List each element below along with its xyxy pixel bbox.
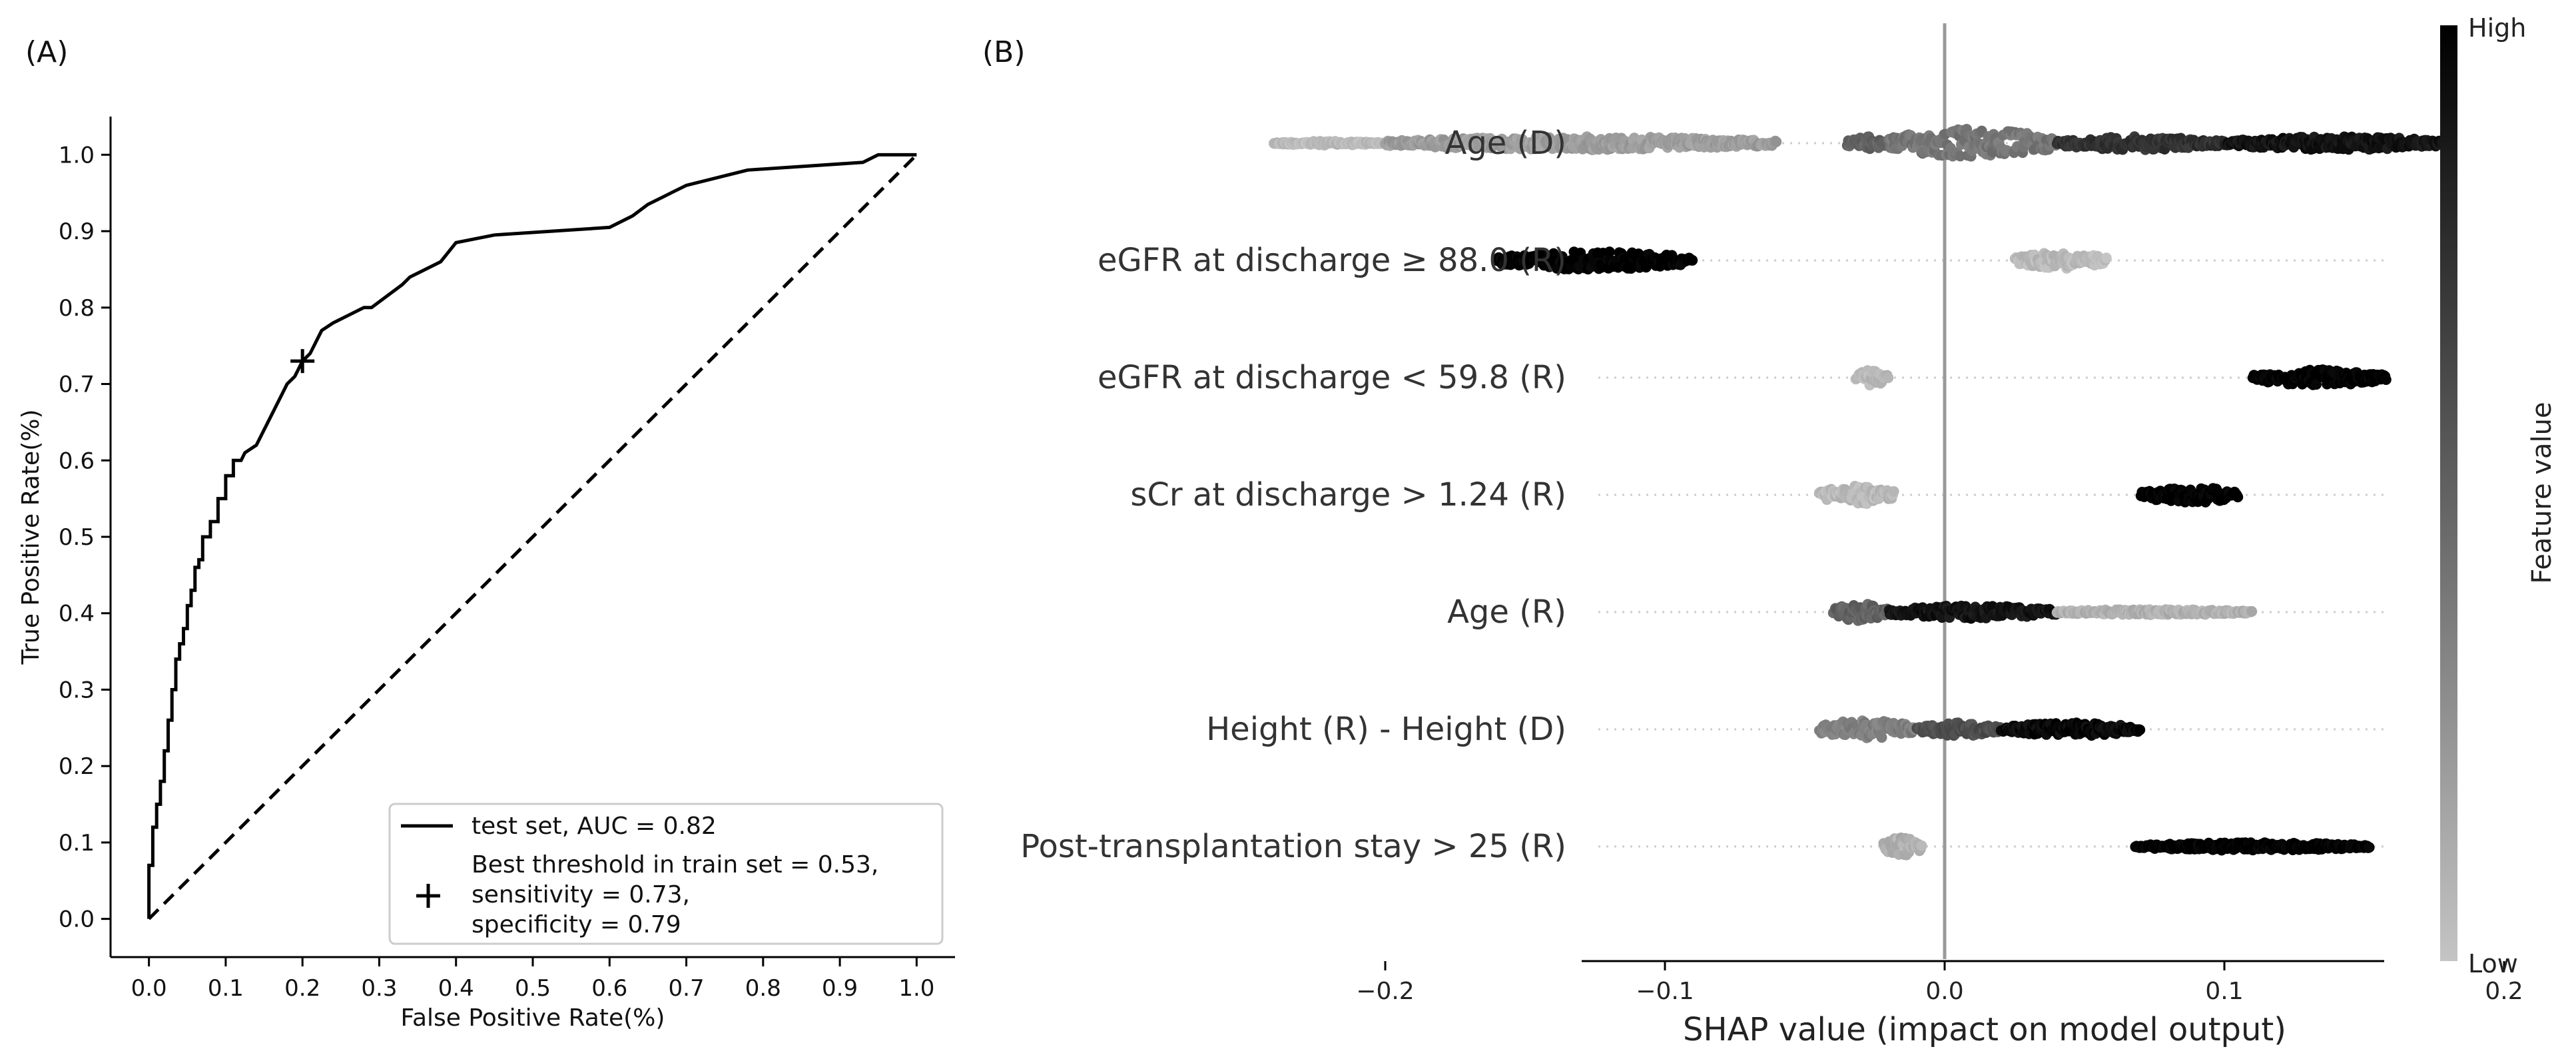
shap-x-tick-label: −0.1	[1636, 978, 1694, 1005]
shap-row-gridlines	[1598, 142, 2384, 848]
roc-y-tick-label: 0.5	[59, 524, 95, 551]
colorbar-gradient	[2440, 25, 2457, 961]
panel-b-label: (B)	[982, 35, 1026, 69]
shap-feature-labels: Age (D) eGFR at discharge ≥ 88.0 (R) eGFR …	[1020, 125, 1566, 865]
roc-y-tick-label: 0.7	[59, 372, 95, 398]
shap-feature-label: eGFR at discharge < 59.8 (R)	[1098, 359, 1566, 396]
shap-point	[1916, 840, 1927, 851]
panel-b: (B) Age (D) eGFR at discharge ≥ 88.0 (R) e…	[982, 13, 2557, 1048]
roc-y-tick-label: 0.4	[59, 601, 95, 627]
roc-x-tick-label: 1.0	[898, 975, 934, 1002]
roc-x-tick-label: 0.5	[515, 975, 551, 1002]
shap-ticks: −0.2−0.10.00.10.20.3	[1356, 961, 2523, 1005]
shap-point	[1888, 486, 1899, 497]
shap-feature-label: Age (D)	[1445, 125, 1566, 162]
shap-point	[1604, 246, 1615, 258]
roc-y-tick-label: 0.6	[59, 448, 95, 474]
shap-point	[2364, 842, 2375, 853]
chance-line	[147, 153, 918, 920]
roc-x-tick-label: 0.1	[208, 975, 244, 1002]
shap-feature-label: Height (R) - Height (D)	[1206, 711, 1566, 748]
roc-y-axis-label: True Positive Rate(%)	[17, 410, 45, 665]
panel-a: (A) 0.0 0.1 0.2 0.3 0.4 0.5 0.6 0.7 0.8 0.9 1.00.0…	[17, 35, 955, 1032]
legend-entry-threshold-line3: specificity = 0.79	[472, 911, 681, 938]
colorbar-title: Feature value	[2527, 402, 2557, 583]
legend-box	[388, 803, 944, 945]
shap-x-tick-label: 0.1	[2205, 978, 2243, 1005]
shap-feature-label: Age (R)	[1447, 593, 1566, 631]
roc-y-tick-label: 0.2	[59, 753, 95, 780]
shap-point	[1771, 136, 1782, 147]
roc-x-tick-label: 0.9	[822, 975, 858, 1002]
shap-x-tick-label: 0.0	[1925, 978, 1963, 1005]
shap-feature-label: eGFR at discharge ≥ 88.0 (R)	[1098, 242, 1566, 279]
roc-y-tick-label: 1.0	[59, 142, 95, 169]
roc-y-tick-label: 0.3	[59, 677, 95, 703]
shap-x-axis-label: SHAP value (impact on model output)	[1683, 1011, 2286, 1048]
legend-entry-roc: test set, AUC = 0.82	[472, 813, 717, 840]
shap-point	[1876, 732, 1887, 743]
shap-x-tick-label: −0.2	[1356, 978, 1414, 1005]
roc-x-tick-label: 0.3	[361, 975, 397, 1002]
legend-entry-threshold-line2: sensitivity = 0.73,	[472, 881, 690, 908]
roc-y-tick-label: 0.0	[59, 906, 95, 933]
panel-a-label: (A)	[25, 35, 68, 69]
colorbar: High Low Feature value	[2440, 13, 2557, 978]
shap-point	[1883, 372, 1894, 384]
shap-point	[2380, 374, 2392, 385]
colorbar-high-label: High	[2468, 13, 2526, 43]
roc-y-tick-label: 0.9	[59, 218, 95, 245]
colorbar-low-label: Low	[2468, 949, 2518, 978]
shap-point	[2311, 379, 2322, 390]
roc-x-tick-label: 0.8	[745, 975, 781, 1002]
roc-curve	[147, 153, 917, 919]
roc-x-tick-label: 0.7	[669, 975, 705, 1002]
shap-point	[2134, 724, 2146, 735]
roc-x-tick-label: 0.4	[438, 975, 474, 1002]
shap-point	[2232, 492, 2244, 503]
roc-x-tick-label: 0.2	[284, 975, 320, 1002]
roc-legend: test set, AUC = 0.82 Best threshold in t…	[388, 803, 944, 945]
roc-y-tick-label: 0.8	[59, 295, 95, 322]
shap-feature-label: Post-transplantation stay > 25 (R)	[1020, 828, 1566, 865]
roc-ticks: 0.0 0.1 0.2 0.3 0.4 0.5 0.6 0.7 0.8 0.9 1.0 0.0 0.1 0…	[59, 142, 934, 1002]
shap-x-tick-label: 0.2	[2485, 978, 2523, 1005]
shap-feature-label: sCr at discharge > 1.24 (R)	[1130, 476, 1566, 514]
roc-x-axis-label: False Positive Rate(%)	[401, 1004, 665, 1032]
roc-lines	[147, 153, 918, 920]
shap-point	[1687, 254, 1698, 266]
legend-marker-swatch	[416, 884, 440, 908]
roc-y-tick-label: 0.1	[59, 830, 95, 857]
roc-x-tick-label: 0.6	[591, 975, 627, 1002]
legend-entry-threshold-line1: Best threshold in train set = 0.53,	[472, 851, 878, 879]
shap-point	[2100, 252, 2112, 264]
shap-point	[2246, 606, 2258, 617]
shap-points	[1268, 124, 2453, 861]
best-threshold-marker	[290, 349, 315, 374]
roc-x-tick-label: 0.0	[131, 975, 167, 1002]
